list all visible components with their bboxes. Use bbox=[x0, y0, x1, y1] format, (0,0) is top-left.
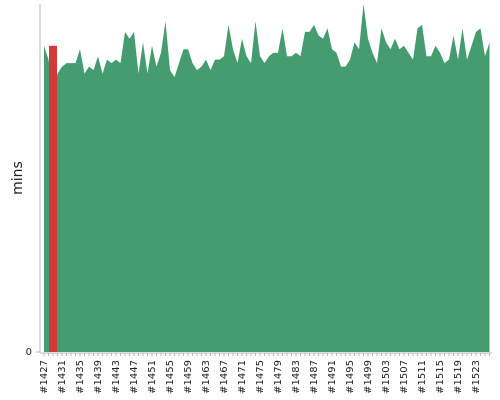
x-tick-label: #1487 bbox=[309, 360, 320, 394]
x-tick-label: #1467 bbox=[219, 360, 230, 394]
x-tick-label: #1455 bbox=[165, 360, 176, 394]
x-tick-label: #1439 bbox=[93, 360, 104, 394]
x-tick-label: #1471 bbox=[237, 360, 248, 394]
x-tick-label: #1443 bbox=[111, 360, 122, 394]
x-tick-label: #1511 bbox=[417, 360, 428, 394]
x-tick-label: #1435 bbox=[75, 360, 86, 394]
x-tick-label: #1523 bbox=[471, 360, 482, 394]
x-tick-label: #1447 bbox=[129, 360, 140, 394]
x-tick-label: #1507 bbox=[399, 360, 410, 394]
x-tick-label: #1495 bbox=[345, 360, 356, 394]
y-tick-label: 0 bbox=[26, 347, 32, 358]
x-tick-label: #1431 bbox=[57, 360, 68, 394]
x-tick-label: #1475 bbox=[255, 360, 266, 394]
x-tick-label: #1427 bbox=[39, 360, 50, 394]
y-axis-label: mins bbox=[10, 161, 26, 195]
x-tick-label: #1459 bbox=[183, 360, 194, 394]
x-tick-label: #1491 bbox=[327, 360, 338, 394]
highlight-bar bbox=[49, 45, 57, 352]
x-tick-label: #1499 bbox=[363, 360, 374, 394]
x-tick-label: #1463 bbox=[201, 360, 212, 394]
x-tick-label: #1515 bbox=[435, 360, 446, 394]
x-tick-label: #1503 bbox=[381, 360, 392, 394]
x-tick-label: #1519 bbox=[453, 360, 464, 394]
x-tick-label: #1451 bbox=[147, 360, 158, 394]
x-tick-label: #1479 bbox=[273, 360, 284, 394]
area bbox=[44, 4, 490, 352]
x-tick-label: #1483 bbox=[291, 360, 302, 394]
